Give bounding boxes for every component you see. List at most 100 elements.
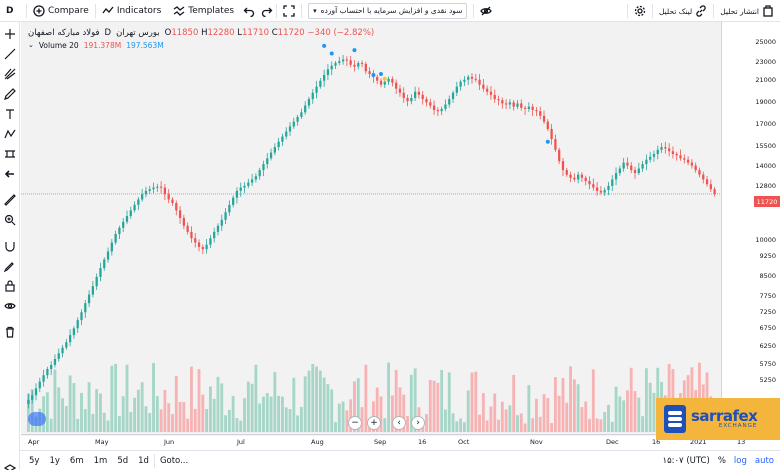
share-analysis-button[interactable]: انتشار تحلیل: [714, 0, 780, 22]
volume-bar: [576, 384, 580, 432]
candle-body: [182, 217, 185, 226]
crosshair-tool[interactable]: [2, 26, 18, 42]
symbol-search-button[interactable]: D: [0, 0, 26, 22]
candle-body: [516, 103, 519, 107]
tradingview-logo[interactable]: [28, 412, 46, 426]
fullscreen-button[interactable]: [277, 0, 301, 22]
candle-body: [622, 162, 625, 169]
sarrafex-sub: EXCHANGE: [718, 423, 758, 429]
volume-bar: [565, 402, 569, 432]
volume-bar: [626, 390, 629, 432]
volume-bar: [258, 403, 262, 432]
hide-drawings-tool[interactable]: [2, 298, 18, 314]
share-analysis-label: انتشار تحلیل: [720, 6, 759, 16]
price-chart[interactable]: [21, 22, 753, 436]
volume-bar: [178, 401, 182, 432]
zoom-tool[interactable]: [2, 212, 18, 228]
hide-button[interactable]: [474, 0, 498, 22]
scroll-right-button[interactable]: ›: [411, 416, 425, 430]
templates-label: Templates: [188, 5, 235, 16]
volume-bar: [288, 409, 292, 432]
trash-icon: [6, 326, 14, 338]
pattern-tool[interactable]: [2, 126, 18, 142]
volume-bar: [121, 396, 125, 432]
range-button-1d[interactable]: 1d: [138, 455, 149, 466]
range-button-1m[interactable]: 1m: [93, 455, 108, 466]
undo-button[interactable]: [240, 0, 258, 22]
candle-body: [607, 185, 610, 191]
clock[interactable]: ۱۵:۰۷ (UTC): [662, 456, 710, 466]
candle-body: [664, 147, 667, 149]
collapse-chevron-icon[interactable]: ⌄: [28, 41, 34, 49]
volume-bar: [83, 409, 87, 432]
volume-bar: [273, 371, 277, 432]
volume-bar: [102, 412, 106, 432]
symbol-short: D: [6, 5, 14, 16]
range-button-5d[interactable]: 5d: [117, 455, 129, 466]
link-analysis-button[interactable]: لینک تحلیل: [653, 0, 713, 22]
goto-button[interactable]: Goto...: [159, 455, 189, 466]
remove-drawings-tool[interactable]: [2, 324, 18, 340]
candle-body: [213, 231, 216, 239]
candle-body: [84, 303, 87, 313]
volume-bar: [409, 374, 413, 432]
candle-body: [288, 126, 292, 132]
volume-bar: [398, 387, 402, 432]
indicators-button[interactable]: Indicators: [96, 0, 167, 22]
lock-tool[interactable]: [2, 278, 18, 294]
stay-drawing-tool[interactable]: [2, 258, 18, 274]
redo-button[interactable]: [258, 0, 276, 22]
templates-button[interactable]: Templates: [167, 0, 240, 22]
fib-tool[interactable]: [2, 66, 18, 82]
candle-body: [652, 153, 656, 157]
back-tool[interactable]: [2, 166, 18, 182]
trend-line-tool[interactable]: [2, 46, 18, 62]
range-button-5y[interactable]: 5y: [29, 455, 40, 466]
candle-body: [311, 92, 314, 100]
text-tool[interactable]: [2, 106, 18, 122]
range-button-6m[interactable]: 6m: [69, 455, 84, 466]
candle-body: [630, 165, 633, 171]
zoom-in-button[interactable]: +: [367, 416, 381, 430]
volume-bar: [531, 418, 535, 432]
candle-body: [527, 106, 530, 109]
candle-body: [580, 174, 584, 178]
percent-toggle[interactable]: %: [717, 456, 726, 466]
strategy-dropdown[interactable]: سود نقدی و افزایش سرمایه با احتساب آورده…: [308, 2, 468, 19]
legend-exchange: بورس تهران: [116, 27, 160, 38]
volume-bar: [277, 395, 281, 432]
candle-body: [451, 92, 455, 100]
candle-body: [144, 190, 148, 195]
candle-body: [300, 112, 303, 117]
price-axis-label: 6250: [759, 342, 776, 350]
scroll-left-button[interactable]: ‹: [392, 416, 406, 430]
compare-button[interactable]: Compare: [27, 0, 95, 22]
eye-crossed-icon: [480, 5, 493, 17]
settings-button[interactable]: [628, 0, 652, 22]
volume-bar: [523, 423, 527, 432]
zoom-out-button[interactable]: −: [348, 416, 362, 430]
crosshair-icon: [5, 29, 15, 39]
prediction-tool[interactable]: [2, 146, 18, 162]
strategy-select[interactable]: سود نقدی و افزایش سرمایه با احتساب آورده…: [302, 0, 473, 22]
candle-body: [220, 219, 223, 226]
log-toggle[interactable]: log: [733, 456, 747, 466]
volume-bar: [45, 392, 49, 432]
range-button-1y[interactable]: 1y: [49, 455, 60, 466]
magnet-tool[interactable]: [2, 238, 18, 254]
candle-body: [34, 388, 38, 396]
brush-tool[interactable]: [2, 86, 18, 102]
volume-bar: [591, 369, 595, 432]
volume-bar: [493, 393, 497, 432]
object-tree-tool[interactable]: [2, 462, 18, 470]
measure-tool[interactable]: [2, 192, 18, 208]
auto-toggle[interactable]: auto: [754, 456, 774, 466]
volume-bar: [197, 369, 201, 432]
measure-icon: [4, 194, 16, 206]
share-icon: [762, 5, 774, 17]
legend-symbol[interactable]: فولاد مبارکه اصفهان: [28, 27, 100, 38]
candle-body: [523, 107, 527, 109]
event-marker: [379, 72, 384, 77]
candle-body: [330, 65, 333, 70]
volume-bar: [216, 376, 220, 432]
